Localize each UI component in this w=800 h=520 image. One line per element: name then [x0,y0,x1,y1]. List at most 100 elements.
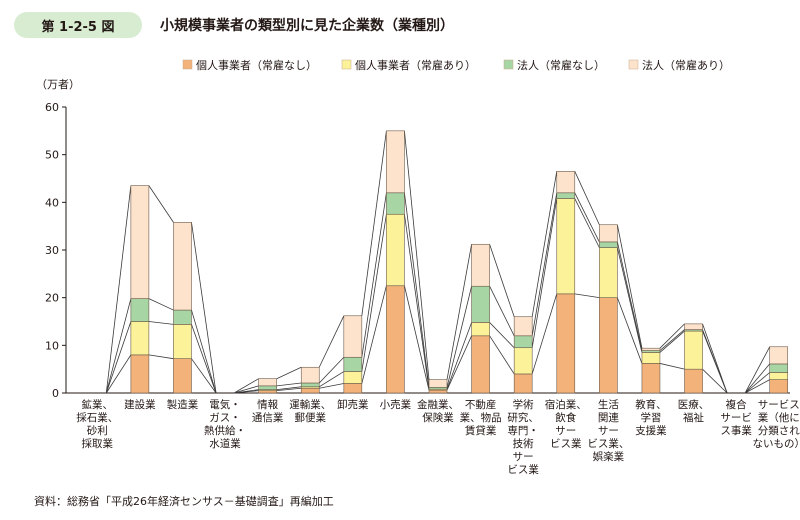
x-category-label: 卸売業 [337,398,369,411]
x-category-label: 通信業 [252,411,284,424]
bar-segment [684,330,703,370]
connector-line [105,185,132,394]
x-category-label: 教育、 [635,398,667,411]
connector-line [148,321,174,325]
connector-line [319,383,344,389]
connector-line [404,130,430,380]
x-category-label: 飲食 [555,411,576,424]
connector-line [361,192,387,358]
connector-line [191,222,217,394]
x-category-label: ないもの） [752,438,800,450]
connector-line [446,322,472,390]
connector-line [276,387,302,392]
x-category-label: 採石業、 [76,411,118,424]
x-category-label: ガス・ [209,412,241,424]
connector-line [489,244,515,317]
connector-line [531,293,558,375]
connector-line [616,297,643,364]
y-tick-label: 50 [45,149,59,162]
connector-line [276,382,302,387]
y-tick-label: 10 [45,339,59,352]
connector-line [446,244,472,380]
connector-line [319,371,345,388]
bar-segment [556,192,576,199]
x-category-label: 電気・ [209,398,241,411]
x-category-label: ビス業 [550,437,582,450]
bar-segment [300,387,320,394]
bar-segment [599,224,618,243]
connector-line [361,214,387,372]
connector-line [616,247,643,353]
x-category-label: 業（他に [758,411,800,424]
x-category-label: ス事業 [720,424,752,437]
bar-segment [471,243,490,287]
x-category-label: 関連 [598,411,619,424]
connector-line [404,285,430,391]
x-category-label: 熱供給・ [204,424,246,437]
bar-segment [556,293,576,394]
x-category-label: 生活 [598,398,619,411]
legend-label: 個人事業者（常雇なし） [196,58,317,72]
connector-line [659,363,685,370]
x-category-label: 学習 [640,411,661,424]
legend-swatch [182,59,193,70]
connector-line [659,323,685,349]
connector-line [105,321,132,394]
x-category-label: 製造業 [167,398,199,411]
figure-title: 小規模事業者の類型別に見た企業数（業種別） [160,18,454,34]
connector-line [404,214,430,390]
connector-line [659,330,685,353]
x-category-label: 採取業 [82,437,114,450]
x-category-label: 砂利 [87,424,108,437]
connector-line [574,198,600,248]
bar-segment [513,316,533,337]
connector-line [446,335,472,391]
bar-segment [300,382,320,388]
bar-segment [599,247,618,298]
bar-segment [258,378,277,387]
x-category-label: 専門・ [507,425,539,437]
bar-segment [130,354,150,394]
connector-line [531,198,558,348]
connector-line [659,329,685,351]
x-category-label: 技術 [513,437,534,450]
bar-segment [769,363,789,373]
bar-segment [300,366,320,384]
bar-segment [428,379,448,388]
connector-line [361,130,387,316]
connector-line [616,224,643,349]
connector-line [233,378,259,394]
bar-segment [641,352,661,364]
x-category-label: サービス [758,399,800,411]
x-category-label: 運輸業、 [289,398,331,411]
x-category-label: 賃貸業 [465,424,497,437]
x-category-label: サー [513,451,534,463]
bar-segment [343,356,363,372]
connector-line [404,192,430,388]
bar-segment [173,222,192,311]
y-tick-label: 30 [45,244,59,257]
bar-segment [386,213,405,287]
connector-line [105,298,132,394]
x-category-label: 宿泊業、 [545,398,587,411]
connector-line [744,363,771,394]
y-unit-label: （万者） [36,78,80,91]
bar-segment [769,346,789,365]
legend-swatch [628,59,639,70]
bar-segment [173,309,192,325]
bar-segment [258,390,277,394]
x-category-label: 医療、 [678,398,710,411]
x-category-label: 金融業、 [417,398,459,411]
bar-segment [471,285,490,323]
bar-segment [513,347,533,375]
legend-label: 法人（常雇あり） [642,58,730,72]
bar-segment [641,347,661,351]
bar-segment [556,171,576,194]
bar-segment [130,298,150,322]
bar-segment [258,385,277,390]
connector-line [702,323,728,394]
legend-swatch [341,59,352,70]
x-category-label: 福祉 [683,411,704,424]
connector-line [191,358,217,394]
